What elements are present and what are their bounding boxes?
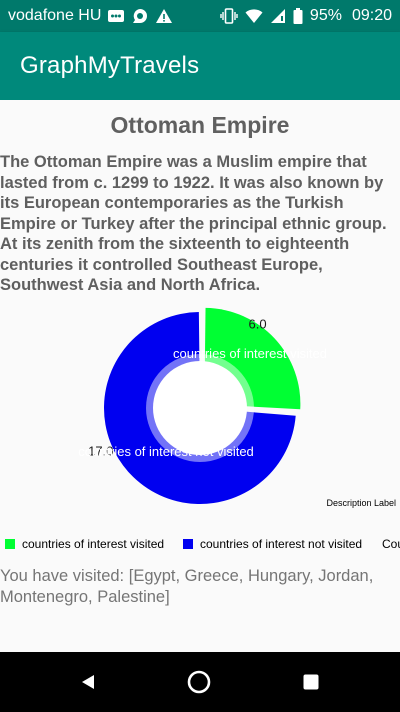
slice-value-label: 17.0: [88, 444, 113, 459]
clock: 09:20: [351, 7, 392, 24]
content-area[interactable]: Ottoman Empire The Ottoman Empire was a …: [0, 100, 400, 652]
vibrate-icon: [220, 8, 238, 24]
battery-icon: [293, 8, 303, 24]
chart-canvas: 6.0 countries of interest visited 17.0coun…: [78, 307, 327, 504]
app-title: GraphMyTravels: [20, 52, 200, 79]
slice-value-label: 6.0: [249, 316, 267, 331]
visited-countries-text: You have visited: [Egypt, Greece, Hungar…: [0, 567, 374, 606]
recents-button[interactable]: [281, 652, 341, 712]
slice-name-label: countries of interest visited: [173, 346, 327, 361]
status-bar: vodafone HU 95% 09:20: [0, 0, 400, 32]
home-button[interactable]: [169, 652, 229, 712]
donut-hole: [153, 361, 247, 455]
legend-swatch-visited: [5, 539, 15, 549]
legend-label-visited: countries of interest visited: [22, 537, 165, 551]
description-text: The Ottoman Empire was a Muslim empire t…: [0, 153, 387, 294]
legend-swatch-not-visited: [183, 539, 193, 549]
carrier-name: vodafone HU: [8, 7, 102, 24]
home-icon: [187, 670, 211, 694]
legend-item-not-visited: countries of interest not visited: [183, 537, 362, 551]
chat-bubble-icon: [131, 8, 149, 24]
legend-item-visited: countries of interest visited: [5, 537, 164, 551]
navigation-bar: [0, 652, 400, 712]
chart-legend: countries of interest visited countries …: [0, 537, 400, 553]
back-button[interactable]: [58, 652, 118, 712]
signal-icon: [270, 8, 286, 24]
page-heading: Ottoman Empire: [110, 112, 290, 138]
recents-icon: [303, 674, 319, 690]
slice-name-label: countries of interest not visited: [78, 444, 254, 459]
chart-description-label: Description Label: [326, 498, 396, 508]
legend-item-truncated: Cou: [382, 537, 400, 551]
legend-label-not-visited: countries of interest not visited: [200, 537, 363, 551]
donut-chart[interactable]: 6.0 countries of interest visited 17.0 coun…: [0, 298, 400, 518]
warning-icon: [155, 8, 173, 24]
back-icon: [82, 675, 94, 689]
app-bar: GraphMyTravels: [0, 32, 400, 100]
legend-label-truncated: Cou: [382, 537, 400, 551]
battery-percentage: 95%: [309, 7, 342, 24]
voicemail-icon: [107, 8, 125, 24]
wifi-icon: [245, 8, 263, 24]
